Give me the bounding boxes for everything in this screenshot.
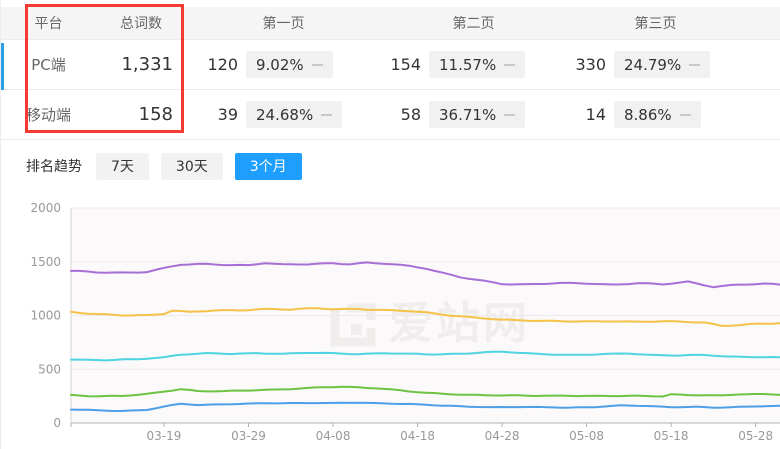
page1-cell: 39 24.68% (186, 101, 381, 128)
y-axis-tick-label: 2000 (30, 201, 61, 215)
page2-count: 154 (390, 55, 421, 74)
tab-3months[interactable]: 3个月 (234, 152, 302, 180)
x-axis-tick-label: 03-19 (147, 429, 182, 443)
page3-percent: 8.86% (624, 105, 672, 124)
x-axis-tick-label: 03-29 (231, 429, 266, 443)
col-header-page3: 第三页 (634, 16, 677, 32)
series-blue (70, 401, 780, 412)
watermark-text: 爱站网 (389, 298, 530, 349)
page1-percent-pill[interactable]: 24.68% (246, 101, 343, 128)
tab-30days[interactable]: 30天 (160, 152, 223, 180)
series-yellow (70, 307, 780, 327)
flat-trend-icon (679, 113, 691, 116)
x-axis-tick-label: 04-08 (316, 429, 351, 443)
page2-cell: 154 11.57% (381, 51, 566, 78)
page3-percent-pill[interactable]: 8.86% (614, 101, 701, 128)
series-green (70, 385, 780, 398)
flat-trend-icon (504, 113, 516, 116)
page1-percent: 9.02% (256, 55, 304, 74)
trend-toolbar: 排名趋势 7天 30天 3个月 (1, 140, 780, 192)
col-header-page1: 第一页 (262, 16, 305, 32)
platform-label: PC端 (31, 56, 66, 74)
table-row-pc: PC端 1,331 120 9.02% 154 11.57% 330 24.79… (1, 40, 780, 90)
keyword-table: 平台 总词数 第一页 第二页 第三页 PC端 1,331 120 9.02% 1… (1, 0, 780, 140)
page1-count: 120 (207, 55, 238, 74)
page2-percent: 11.57% (439, 55, 497, 74)
active-row-marker (1, 43, 4, 90)
page1-count: 39 (217, 105, 238, 124)
total-words-value: 1,331 (121, 54, 173, 75)
page2-count: 58 (400, 105, 421, 124)
trend-title: 排名趋势 (26, 159, 82, 175)
col-header-total: 总词数 (120, 16, 162, 32)
x-axis-tick-label: 05-28 (738, 429, 773, 443)
x-axis-tick-label: 05-08 (569, 429, 604, 443)
trend-chart: 爱站网 0 500 1000 1500 2000 03-19 03-29 04-08 04-18… (1, 195, 780, 449)
table-row-mobile: 移动端 158 39 24.68% 58 36.71% 14 8.86% (1, 90, 780, 140)
flat-trend-icon (504, 63, 516, 66)
y-axis-tick-label: 1000 (30, 309, 61, 323)
series-purple (70, 261, 780, 289)
table-header-row: 平台 总词数 第一页 第二页 第三页 (1, 7, 780, 40)
page3-cell: 14 8.86% (566, 101, 780, 128)
page3-count: 14 (585, 105, 606, 124)
page3-cell: 330 24.79% (566, 51, 780, 78)
col-header-page2: 第二页 (452, 16, 495, 32)
page1-percent: 24.68% (256, 105, 314, 124)
y-axis-tick-label: 1500 (30, 255, 61, 269)
flat-trend-icon (689, 63, 701, 66)
y-axis-tick-label: 500 (38, 362, 61, 376)
series-cyan (70, 350, 780, 362)
page3-percent: 24.79% (624, 55, 682, 74)
page2-percent-pill[interactable]: 36.71% (429, 101, 526, 128)
page1-cell: 120 9.02% (186, 51, 381, 78)
page1-percent-pill[interactable]: 9.02% (246, 51, 333, 78)
tab-7days[interactable]: 7天 (96, 152, 149, 180)
x-axis-tick-label: 04-18 (400, 429, 435, 443)
total-words-value: 158 (138, 104, 173, 125)
flat-trend-icon (321, 113, 333, 116)
platform-label: 移动端 (25, 106, 71, 124)
page2-percent: 36.71% (439, 105, 497, 124)
page2-cell: 58 36.71% (381, 101, 566, 128)
x-axis-tick-label: 05-18 (654, 429, 689, 443)
trend-chart-svg: 0 500 1000 1500 2000 03-19 03-29 04-08 04-18 04-2… (30, 201, 780, 443)
page2-percent-pill[interactable]: 11.57% (429, 51, 526, 78)
x-axis-tick-label: 04-28 (485, 429, 520, 443)
col-header-platform: 平台 (34, 16, 63, 32)
page3-percent-pill[interactable]: 24.79% (614, 51, 711, 78)
page3-count: 330 (575, 55, 606, 74)
flat-trend-icon (311, 63, 323, 66)
y-axis-tick-label: 0 (53, 416, 61, 430)
